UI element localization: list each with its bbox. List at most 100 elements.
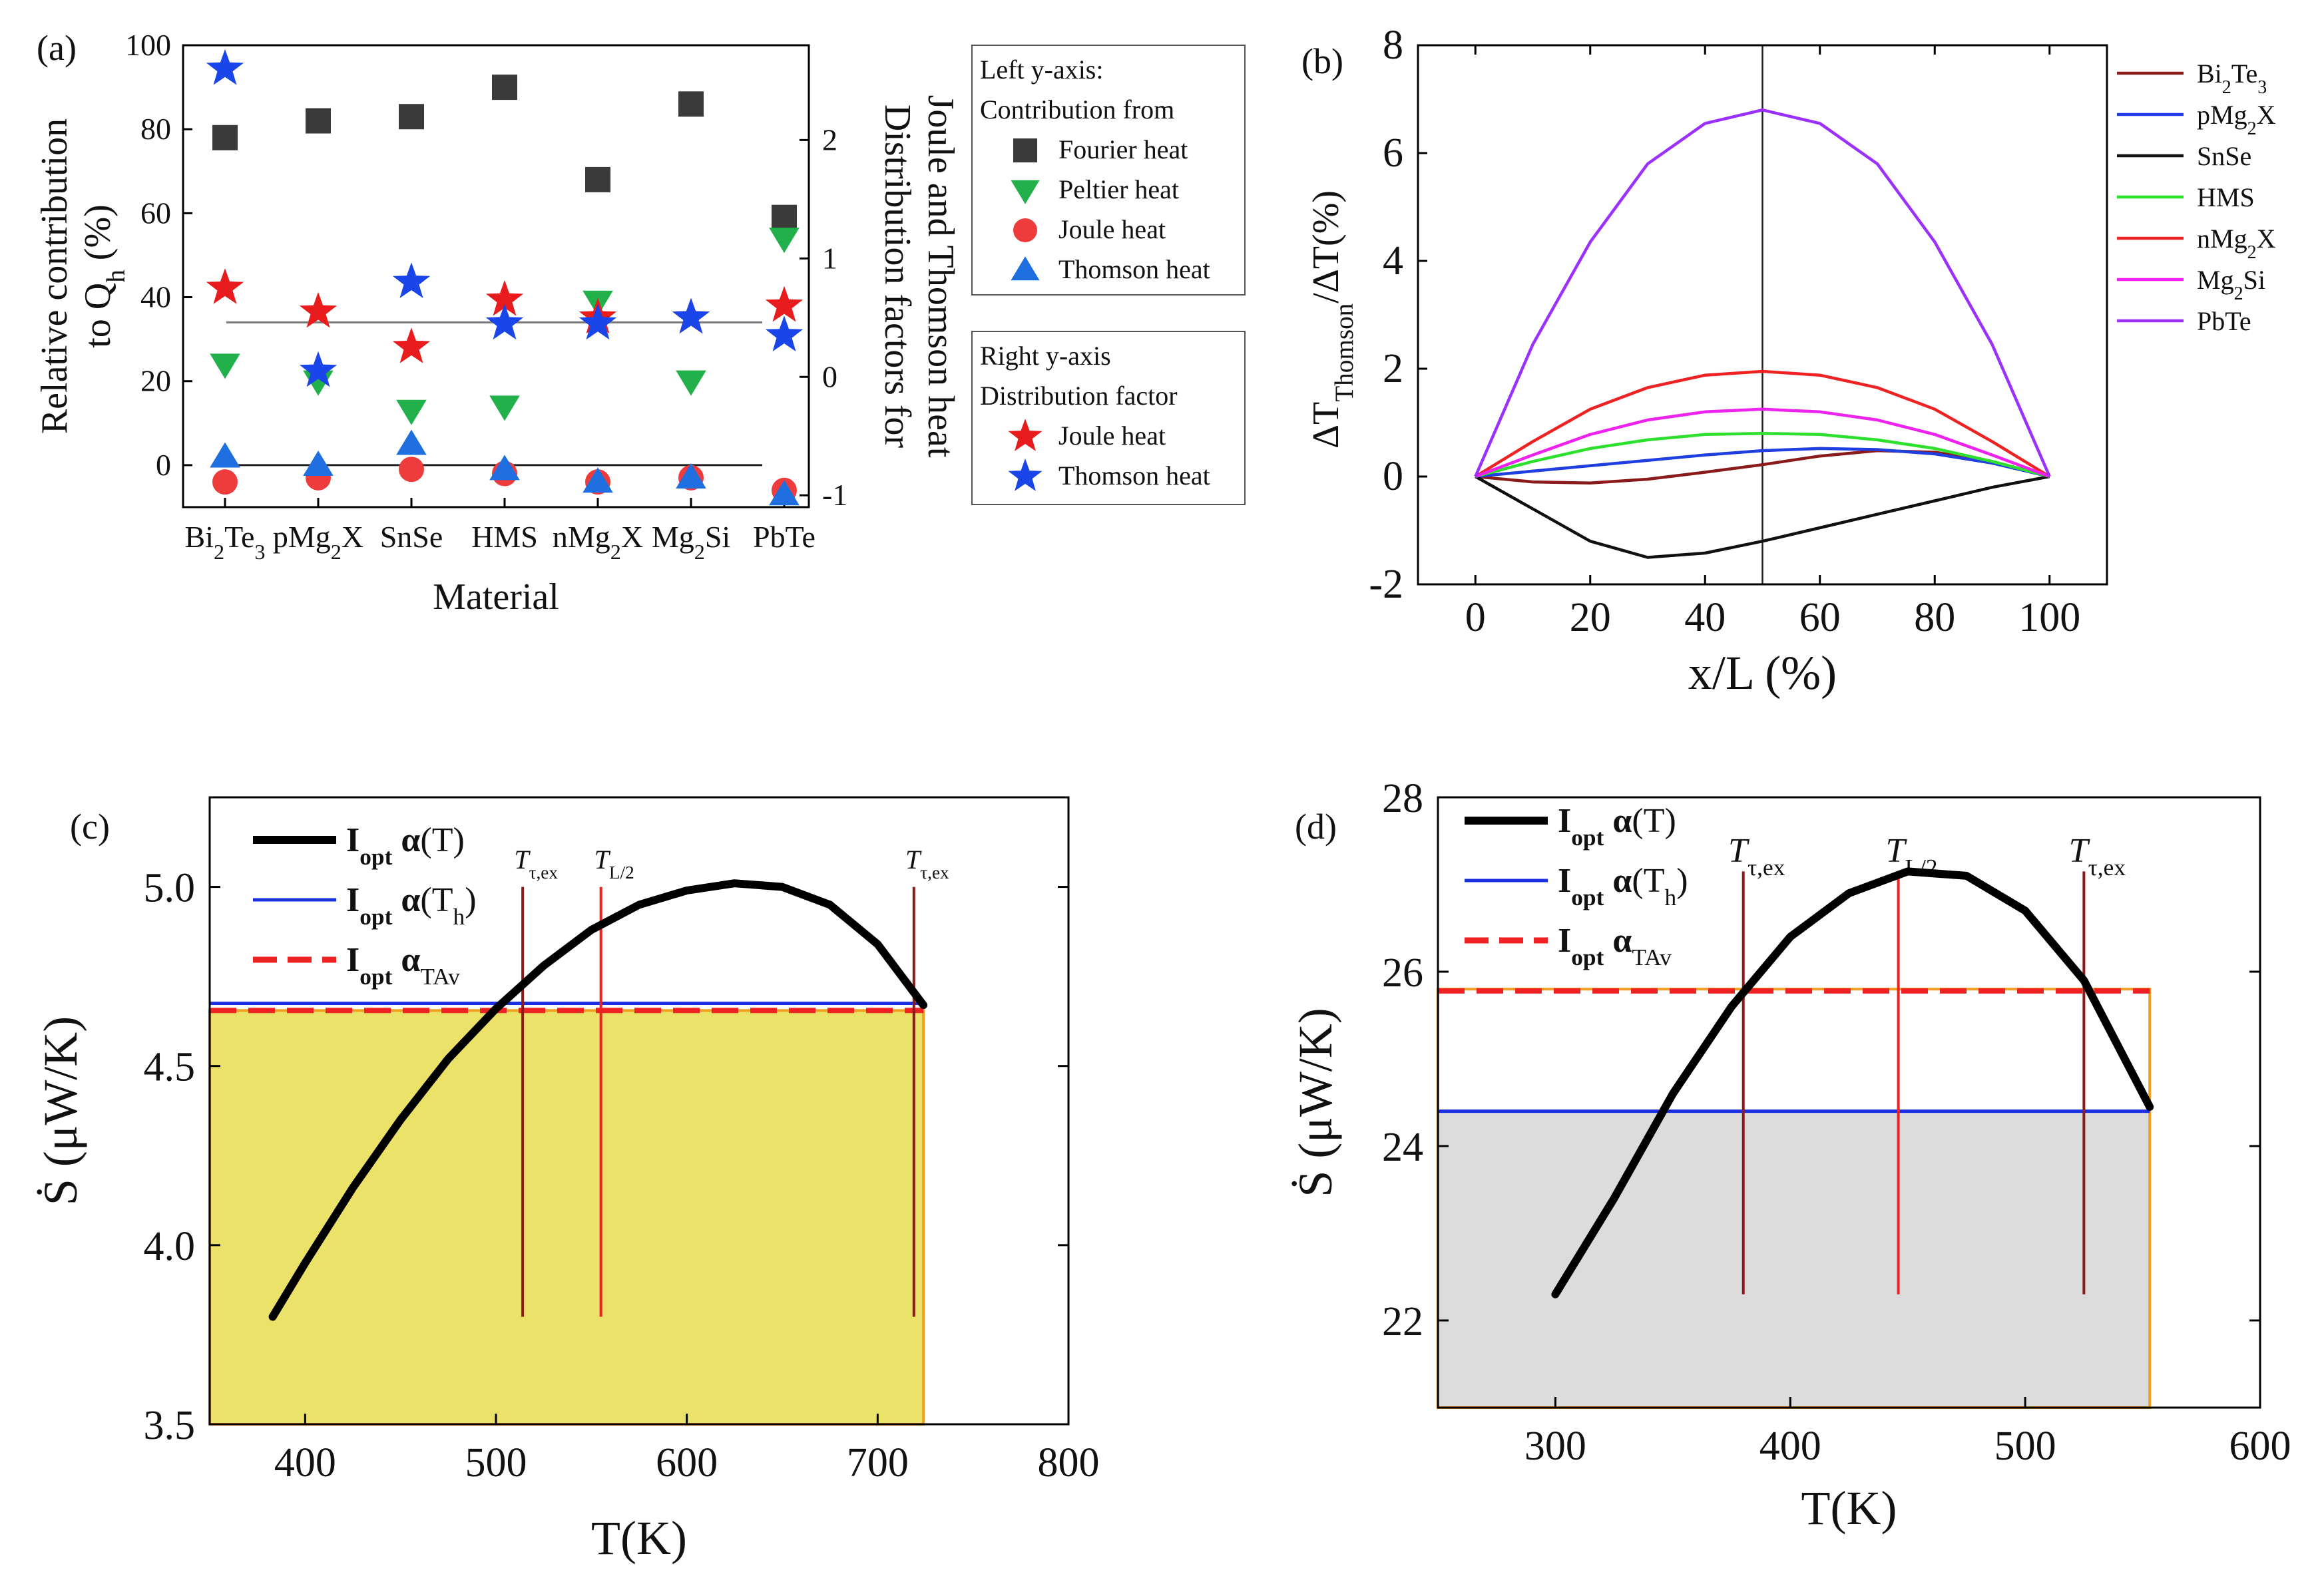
data-point-fourier-heat-left bbox=[492, 75, 517, 100]
legend-label-joule-heat: Joule heat bbox=[1058, 214, 1166, 244]
temperature-marker-label: Tτ,ex bbox=[905, 845, 949, 883]
data-point-thomson-heat-right bbox=[579, 303, 617, 340]
series-line-PbTe bbox=[1474, 108, 2051, 477]
data-point-thomson-heat-left bbox=[303, 451, 334, 477]
entropy-curve bbox=[1551, 867, 2154, 1298]
series-line-nMg2X bbox=[1475, 369, 2050, 478]
legend-label-HMS: HMS bbox=[2197, 182, 2255, 212]
data-point-thomson-heat-right bbox=[392, 262, 431, 298]
y-tick-label: 4.0 bbox=[144, 1224, 196, 1269]
panel-label-b: (b) bbox=[1301, 41, 1343, 81]
legend-marker-star-joule-heat bbox=[1008, 419, 1043, 451]
legend-marker-joule-heat bbox=[1013, 218, 1037, 242]
shaded-area bbox=[210, 1010, 924, 1424]
legend-label-nMg2X: nMg2X bbox=[2197, 224, 2276, 263]
x-tick-label: 400 bbox=[1759, 1424, 1821, 1469]
x-tick-label: 300 bbox=[1524, 1424, 1586, 1469]
y-tick-label: 26 bbox=[1382, 950, 1423, 996]
x-tick-label: 600 bbox=[2229, 1424, 2291, 1469]
x-axis-title: T(K) bbox=[591, 1511, 687, 1565]
temperature-marker-label: TL/2 bbox=[594, 845, 634, 883]
plot-frame-b bbox=[1417, 44, 2108, 586]
y-axis-title-b: ΔTThomson/ΔT(%) bbox=[1305, 190, 1359, 449]
x-tick-label: 20 bbox=[1570, 595, 1611, 640]
x-tick-label: 500 bbox=[1994, 1424, 2056, 1469]
legend-label: Iopt α(T) bbox=[1558, 802, 1676, 851]
y-tick-label: 22 bbox=[1382, 1299, 1423, 1344]
legend-label-thomson-heat: Thomson heat bbox=[1058, 254, 1210, 284]
series-line-Mg2Si bbox=[1475, 407, 2050, 479]
panel-c: (c) Tτ,ex TL/2 Tτ,ex 400 500 600 700 800 3.5 4.0 4.… bbox=[34, 796, 1100, 1565]
data-point-thomson-heat-right bbox=[672, 297, 710, 334]
y-tick-label-left: 20 bbox=[140, 364, 171, 398]
legend-label: Iopt α(Th) bbox=[1558, 862, 1688, 910]
y-tick-label: 4 bbox=[1383, 238, 1403, 284]
y-axis-title-right-line2: Joule and Thomson heat bbox=[920, 95, 961, 458]
data-point-peltier-heat-left bbox=[210, 353, 240, 379]
legend-label-PbTe: PbTe bbox=[2197, 306, 2251, 336]
x-tick-label: 400 bbox=[274, 1440, 336, 1485]
y-tick-label-left: 0 bbox=[156, 448, 171, 482]
y-tick-label: 5.0 bbox=[144, 866, 196, 911]
legend-label-star-thomson-heat: Thomson heat bbox=[1058, 461, 1210, 491]
y-tick-label-left: 100 bbox=[125, 28, 171, 62]
legend-label-fourier-heat: Fourier heat bbox=[1058, 134, 1188, 164]
legend-marker-fourier-heat bbox=[1013, 138, 1037, 162]
y-tick-label-right: 2 bbox=[822, 122, 837, 156]
legend-label-SnSe: SnSe bbox=[2197, 141, 2251, 171]
y-tick-label-left: 80 bbox=[140, 112, 171, 146]
x-category-label: PbTe bbox=[753, 520, 815, 554]
x-tick-label: 800 bbox=[1038, 1440, 1100, 1485]
legend-left-box bbox=[971, 45, 1246, 296]
data-point-thomson-heat-left bbox=[489, 455, 520, 481]
panel-label-a: (a) bbox=[37, 28, 77, 68]
plot-frame-a bbox=[182, 44, 810, 508]
legend-label-peltier-heat: Peltier heat bbox=[1058, 174, 1179, 204]
data-point-joule-heat-left bbox=[212, 469, 238, 495]
x-tick-label: 0 bbox=[1465, 595, 1486, 640]
data-point-thomson-heat-left bbox=[582, 467, 613, 493]
y-tick-label: 3.5 bbox=[144, 1403, 196, 1448]
x-category-label: HMS bbox=[471, 520, 538, 554]
x-tick-label: 500 bbox=[465, 1440, 527, 1485]
data-point-peltier-heat-left bbox=[676, 370, 706, 396]
legend-label: Iopt αTAv bbox=[1558, 922, 1672, 970]
data-point-fourier-heat-left bbox=[212, 124, 238, 150]
y-axis-title-right-line1: Distribution factors for bbox=[877, 104, 918, 449]
x-category-label: Mg2Si bbox=[652, 520, 730, 564]
series-line-HMS bbox=[1475, 431, 2050, 479]
x-category-label: nMg2X bbox=[553, 520, 643, 564]
y-tick-label-left: 40 bbox=[140, 280, 171, 314]
y-tick-label-right: -1 bbox=[822, 478, 847, 512]
series-line-SnSe bbox=[1475, 475, 2050, 559]
data-point-fourier-heat-left bbox=[678, 91, 704, 117]
x-axis-title-a: Material bbox=[433, 576, 559, 618]
y-axis-title: Ṡ (μW/K) bbox=[34, 1016, 87, 1206]
x-axis-title-b: x/L (%) bbox=[1688, 646, 1837, 699]
data-point-thomson-heat-left bbox=[769, 480, 800, 506]
data-point-joule-heat-right bbox=[206, 268, 244, 304]
data-point-joule-heat-right bbox=[299, 292, 338, 328]
data-point-thomson-heat-right bbox=[299, 351, 338, 387]
data-point-thomson-heat-left bbox=[676, 463, 706, 489]
entropy-curve bbox=[268, 879, 928, 1321]
data-point-thomson-heat-left bbox=[210, 442, 240, 468]
data-point-joule-heat-right bbox=[392, 327, 431, 363]
legend-label-pMg2X: pMg2X bbox=[2197, 100, 2276, 139]
legend-label-Bi2Te3: Bi2Te3 bbox=[2197, 59, 2267, 98]
plot-frame bbox=[208, 796, 1070, 1426]
legend-label: Iopt α(Th) bbox=[346, 881, 477, 930]
data-point-peltier-heat-left bbox=[769, 228, 800, 254]
data-point-fourier-heat-left bbox=[585, 166, 610, 192]
x-tick-label: 80 bbox=[1914, 595, 1955, 640]
data-point-thomson-heat-left bbox=[396, 429, 427, 455]
legend-label: Iopt α(T) bbox=[346, 821, 465, 870]
legend-right-box bbox=[971, 331, 1246, 505]
data-point-joule-heat-left bbox=[399, 457, 424, 483]
temperature-marker-label: Tτ,ex bbox=[2069, 832, 2126, 881]
data-point-joule-heat-right bbox=[765, 286, 804, 322]
x-category-label: pMg2X bbox=[273, 520, 363, 564]
y-tick-label: 0 bbox=[1383, 454, 1403, 499]
